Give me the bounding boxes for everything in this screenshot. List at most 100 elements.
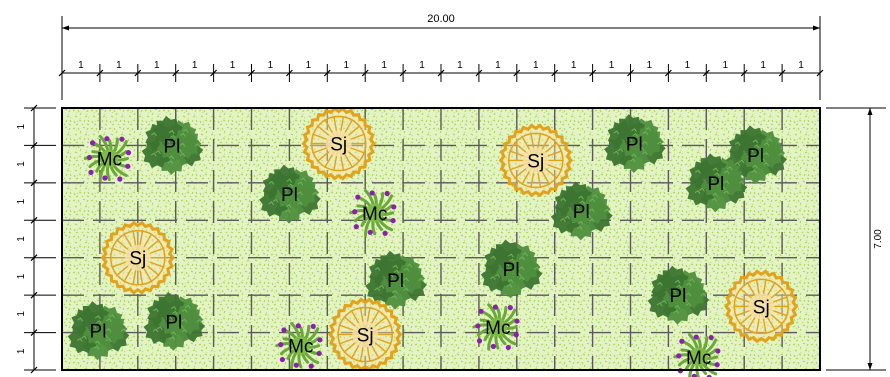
tick-slash	[816, 69, 824, 77]
top-segment-label: 1	[798, 60, 804, 71]
top-segment-label: 1	[268, 60, 274, 71]
plant-pl: Pl	[685, 153, 748, 213]
plant-label: Pl	[747, 146, 764, 167]
left-segment-label: 1	[16, 123, 27, 129]
tick-slash	[30, 254, 38, 262]
plant-pl: Pl	[365, 250, 427, 310]
planting-grid	[62, 108, 820, 370]
plant-label: Pl	[573, 202, 590, 223]
left-segment-label: 1	[16, 348, 27, 354]
plant-pl: Pl	[259, 164, 321, 224]
tick-slash	[134, 69, 142, 77]
tick-slash	[513, 69, 521, 77]
top-segment-label: 1	[381, 60, 387, 71]
plant-label: Sj	[330, 135, 347, 156]
tick-slash	[30, 142, 38, 149]
tick-slash	[30, 179, 38, 187]
tick-slash	[30, 216, 38, 224]
plant-mc: Mc	[83, 134, 132, 183]
left-segment-label: 1	[16, 273, 27, 279]
right-dimension-line: 7.00	[826, 107, 886, 371]
plant-label: Pl	[387, 271, 404, 292]
tick-slash	[740, 69, 748, 77]
plant-label: Pl	[281, 185, 298, 206]
tick-slash	[58, 69, 66, 77]
plant-label: Mc	[362, 204, 387, 225]
plant-symbols: Mc Pl Sj Sj Pl Pl Pl Pl Mc Pl Sj Pl Pl Pl Sj Pl Pl Mc Sj Mc…	[67, 106, 799, 377]
plant-sj: Sj	[328, 297, 403, 372]
top-segment-label: 1	[419, 60, 425, 71]
tick-slash	[248, 69, 255, 77]
plant-label: Pl	[90, 322, 107, 343]
plant-label: Mc	[288, 337, 313, 358]
plant-label: Pl	[163, 136, 180, 157]
top-segment-label: 1	[116, 60, 122, 71]
tick-slash	[285, 69, 293, 77]
top-segment-label: 1	[495, 60, 501, 71]
plant-label: Pl	[626, 135, 643, 156]
plant-pl: Pl	[480, 239, 543, 299]
plant-label: Pl	[503, 260, 520, 281]
plant-sj: Sj	[724, 269, 799, 344]
plant-label: Sj	[753, 297, 770, 318]
plant-pl: Pl	[141, 116, 204, 175]
top-segment-label: 1	[192, 60, 198, 71]
top-segment-label: 1	[685, 60, 691, 71]
plant-mc: Mc	[349, 189, 397, 237]
tick-slash	[778, 69, 786, 77]
overall-width-label: 20.00	[427, 13, 455, 25]
tick-slash	[664, 69, 672, 77]
tick-slash	[475, 69, 483, 77]
top-segment-label: 1	[533, 60, 539, 71]
left-segment-label: 1	[16, 198, 27, 204]
top-segment-label: 1	[230, 60, 236, 71]
top-segment-label: 1	[154, 60, 160, 71]
tick-slash	[702, 69, 710, 77]
plant-sj: Sj	[301, 106, 376, 181]
plant-sj: Sj	[498, 123, 573, 198]
bed-outline	[61, 107, 821, 371]
plant-pl: Pl	[725, 125, 787, 185]
plant-mc: Mc	[275, 321, 323, 370]
plant-label: Pl	[707, 174, 724, 195]
left-segment-label: 1	[16, 161, 27, 167]
plant-label: Mc	[485, 318, 510, 339]
tick-slash	[399, 69, 407, 77]
tick-slash	[96, 69, 104, 77]
tick-slash	[361, 69, 369, 77]
tick-slash	[323, 69, 331, 77]
plant-pl: Pl	[67, 301, 130, 361]
top-segment-label: 1	[722, 60, 728, 71]
plant-label: Sj	[357, 325, 374, 346]
top-segment-label: 1	[647, 60, 653, 71]
tick-slash	[30, 329, 38, 336]
plant-pl: Pl	[604, 114, 666, 173]
overall-height-label: 7.00	[873, 229, 884, 249]
plant-label: Mc	[686, 348, 711, 369]
left-segment-label: 1	[16, 236, 27, 242]
tick-slash	[437, 69, 445, 77]
tick-slash	[30, 366, 38, 374]
plant-pl: Pl	[550, 181, 613, 241]
left-dimension-lines: 1 1 1 1 1 1 1	[16, 104, 56, 374]
top-segment-label: 1	[571, 60, 577, 71]
top-segment-label: 1	[306, 60, 312, 71]
tick-slash	[172, 69, 180, 77]
top-segment-label: 1	[343, 60, 349, 71]
tick-slash	[627, 69, 634, 77]
plant-label: Pl	[669, 286, 686, 307]
top-segment-label: 1	[609, 60, 615, 71]
plant-label: Pl	[165, 312, 182, 333]
plant-sj: Sj	[100, 220, 175, 295]
tick-slash	[30, 291, 38, 299]
plant-mc: Mc	[472, 303, 520, 351]
plant-label: Mc	[97, 150, 122, 171]
plant-label: Sj	[129, 249, 146, 270]
plant-pl: Pl	[143, 291, 206, 351]
top-dimension-lines: 20.00 1 1 1 1 1 1 1 1 1 1 1 1 1 1 1 1 1 1 1 1	[58, 13, 824, 100]
top-segment-label: 1	[457, 60, 463, 71]
tick-slash	[589, 69, 597, 77]
tick-slash	[30, 104, 38, 112]
tick-slash	[210, 69, 218, 77]
